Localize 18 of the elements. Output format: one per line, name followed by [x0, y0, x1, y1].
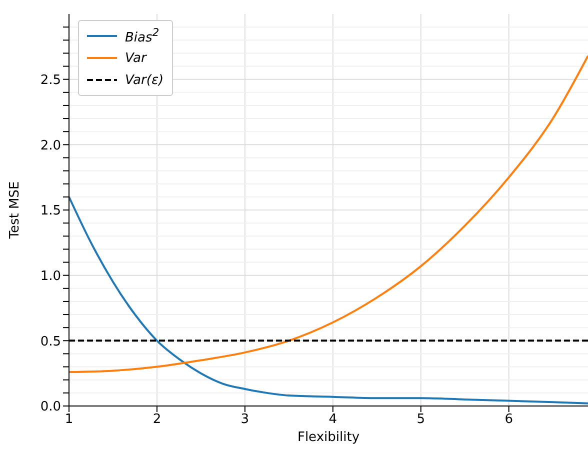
legend-label: Var [125, 50, 146, 66]
x-tick-label: 6 [504, 412, 513, 428]
y-tick-label: 2.5 [40, 72, 61, 88]
x-axis-title: Flexibility [297, 430, 360, 445]
y-tick-label: 1.5 [40, 204, 61, 219]
line-series [69, 54, 588, 374]
legend-label: Bias$^{2}$ [125, 26, 160, 46]
x-tick-label: 2 [152, 412, 162, 428]
y-tick-label: 0.5 [40, 334, 61, 350]
y-tick-label: 0.0 [40, 400, 61, 415]
y-tick-label: 1.0 [40, 268, 61, 284]
x-tick-label: 5 [416, 412, 426, 428]
x-tick-label: 1 [64, 412, 74, 428]
x-tick-label: 3 [240, 412, 250, 428]
legend-label: Var(ε) [125, 72, 164, 88]
y-tick-label: 2.0 [40, 138, 61, 154]
x-tick-label: 4 [328, 412, 338, 428]
y-axis-title: Test MSE [8, 181, 23, 240]
